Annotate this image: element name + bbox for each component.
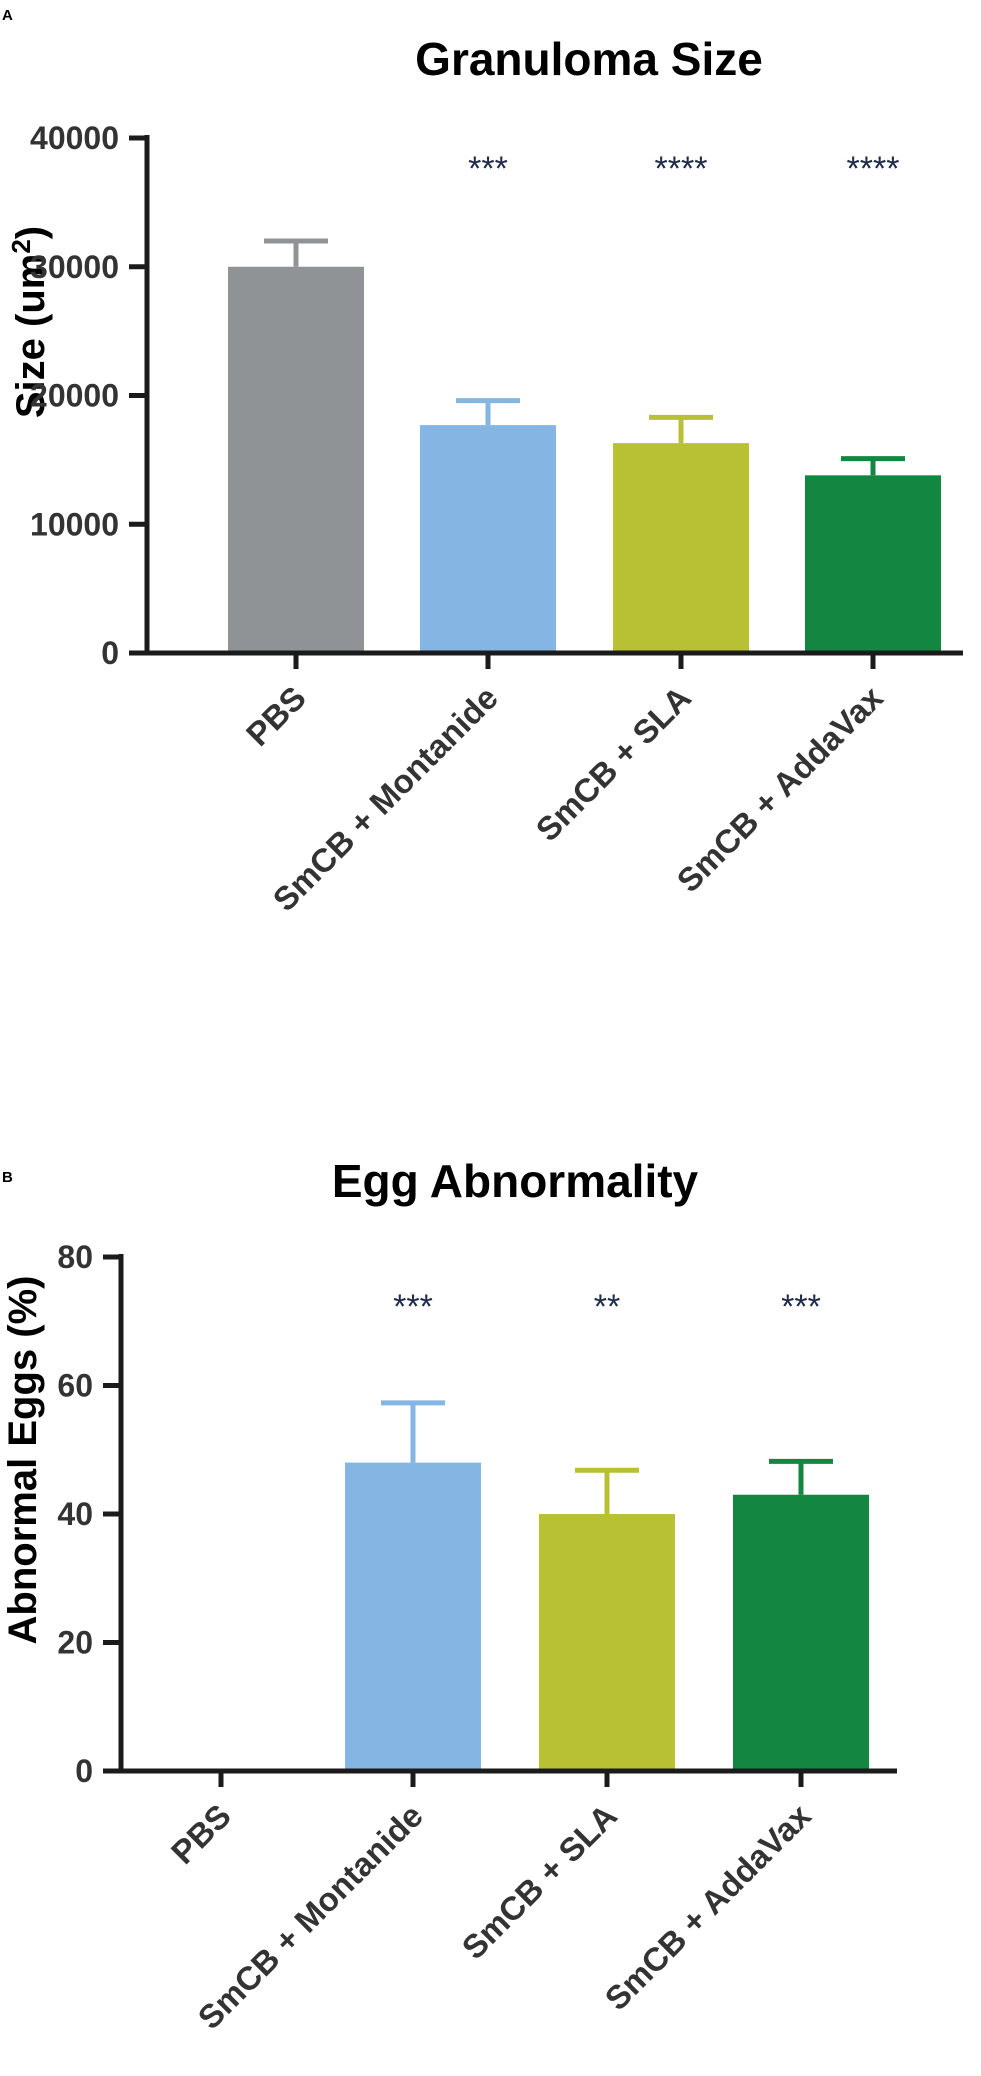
significance-label-2: ** (594, 1288, 620, 1326)
x-tick-label-2: SmCB + SLA (529, 679, 698, 848)
panel-a-granuloma-chart: A Granuloma Size Size (um2) 0 10000 20000 3… (2, 7, 963, 918)
panel-b-y-axis-label: Abnormal Eggs (%) (1, 1276, 45, 1645)
x-tick-label-3: SmCB + AddaVax (669, 678, 890, 899)
significance-label-3: **** (847, 150, 900, 188)
bar-2 (613, 443, 749, 653)
panel-b-egg-abnormality-chart: B Egg Abnormality Abnormal Eggs (%) 0 20 4… (1, 1155, 897, 2036)
bar-3 (733, 1494, 869, 1771)
significance-label-2: **** (655, 150, 708, 188)
y-tick-label-1: 20 (57, 1625, 93, 1661)
bar-0 (228, 266, 364, 653)
y-tick-label-2: 40 (57, 1496, 93, 1532)
panel-b-bars (345, 1462, 869, 1771)
panel-a-y-axis-label: Size (um2) (6, 226, 53, 418)
panel-b-error-bars (381, 1400, 833, 1514)
bar-2 (539, 1514, 675, 1771)
x-tick-label-3: SmCB + AddaVax (597, 1796, 818, 2017)
y-tick-label-2: 20000 (30, 378, 119, 414)
significance-label-3: *** (781, 1288, 821, 1326)
x-tick-label-2: SmCB + SLA (455, 1797, 624, 1966)
panel-b-y-ticks: 0 20 40 60 80 (57, 1239, 121, 1789)
panel-b-label: B (2, 1169, 13, 1186)
bar-1 (345, 1462, 481, 1771)
y-tick-label-1: 10000 (30, 506, 119, 542)
y-tick-label-0: 0 (101, 635, 119, 671)
y-tick-label-3: 30000 (30, 249, 119, 285)
significance-label-1: *** (468, 150, 508, 188)
panel-a-title: Granuloma Size (415, 33, 763, 85)
panel-a-label: A (2, 7, 13, 24)
panel-a-y-ticks: 0 10000 20000 30000 40000 (30, 120, 147, 671)
y-tick-label-3: 60 (57, 1368, 93, 1404)
panel-b-significance-labels: *** ** *** (393, 1288, 821, 1326)
y-tick-label-0: 0 (75, 1753, 93, 1789)
panel-b-title: Egg Abnormality (332, 1155, 699, 1207)
panel-a-bars (228, 266, 941, 653)
significance-label-1: *** (393, 1288, 433, 1326)
y-tick-label-4: 40000 (30, 120, 119, 156)
panel-a-error-bars (264, 238, 905, 476)
bar-1 (420, 425, 556, 653)
panel-a-significance-labels: *** **** **** (468, 150, 899, 188)
x-tick-label-0: PBS (239, 679, 313, 753)
y-tick-label-4: 80 (57, 1239, 93, 1275)
bar-3 (805, 475, 941, 653)
x-tick-label-0: PBS (164, 1797, 238, 1871)
